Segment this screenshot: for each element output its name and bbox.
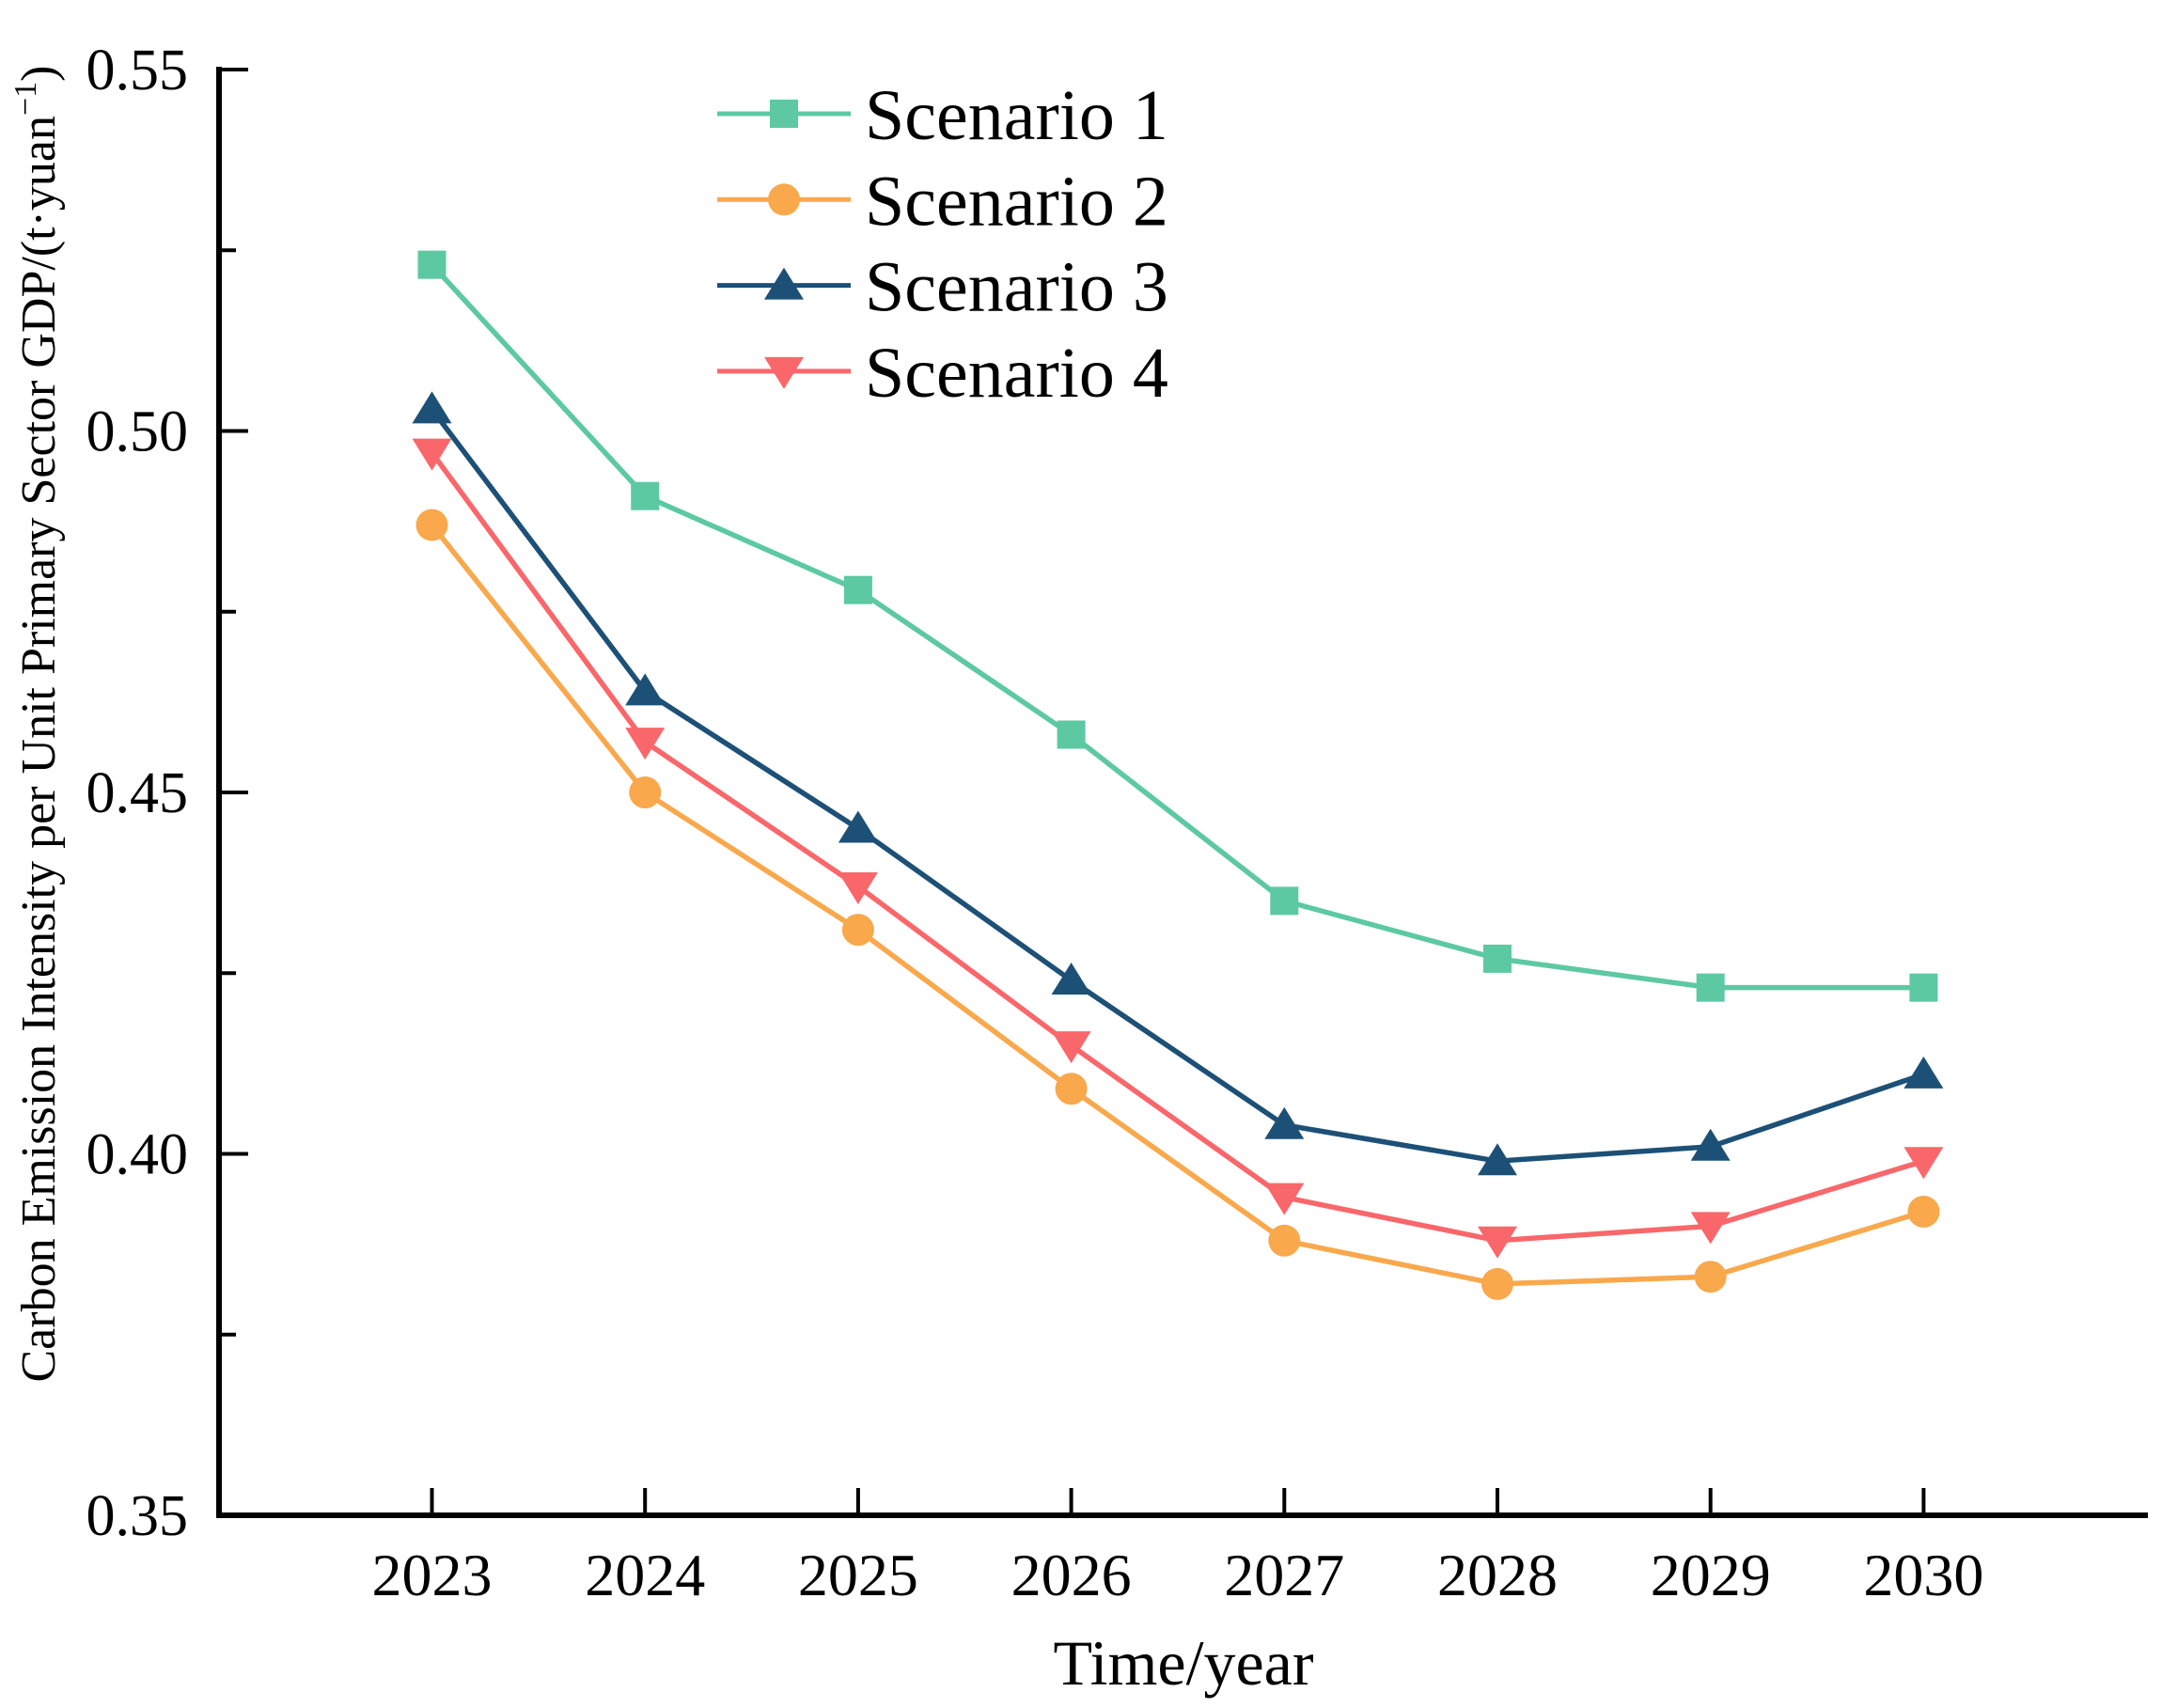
series-line-scenario-2: [429, 522, 1927, 1287]
marker-circle: [1481, 1267, 1513, 1300]
y-axis-title: Carbon Emission Intensity per Unit Prima…: [8, 66, 66, 1383]
y-tick-label: 0.55: [86, 39, 189, 102]
marker-circle: [1055, 1073, 1088, 1105]
marker-triangle-up: [1690, 1128, 1731, 1161]
series-scenario-1: [417, 250, 1938, 1002]
marker-square: [1483, 944, 1512, 973]
marker-square: [1270, 886, 1299, 916]
legend-label-scenario-1: Scenario 1: [865, 76, 1168, 155]
legend-label-scenario-4: Scenario 4: [865, 334, 1168, 413]
marker-triangle-down: [412, 438, 452, 471]
legend-item-scenario-1: Scenario 1: [717, 76, 1168, 155]
marker-triangle-up: [1264, 1106, 1305, 1139]
series-line-scenario-1: [429, 261, 1927, 991]
marker-square: [631, 481, 660, 510]
legend-marker-triangle-down-icon: [764, 356, 804, 389]
legend-label-scenario-2: Scenario 2: [865, 162, 1168, 241]
marker-square: [1696, 973, 1725, 1002]
x-tick-label: 2029: [1651, 1542, 1771, 1608]
marker-triangle-up: [838, 810, 878, 843]
y-axis-title-holder: Carbon Emission Intensity per Unit Prima…: [8, 66, 66, 1383]
series-scenario-4: [412, 438, 1944, 1259]
marker-circle: [1694, 1261, 1727, 1293]
marker-circle: [1268, 1224, 1301, 1257]
x-tick-label: 2023: [372, 1542, 493, 1608]
marker-triangle-down: [1051, 1031, 1091, 1064]
axes: 0.35 0.40 0.45 0.50 0.55 2023 2024 2025 2026 2027…: [86, 39, 2148, 1608]
marker-triangle-up: [1051, 962, 1091, 995]
marker-triangle-down: [1264, 1183, 1305, 1215]
marker-circle: [629, 776, 662, 808]
marker-triangle-down: [1904, 1147, 1944, 1180]
series-scenario-3: [412, 391, 1944, 1176]
x-tick-label: 2026: [1011, 1542, 1132, 1608]
legend-item-scenario-2: Scenario 2: [717, 162, 1168, 241]
legend-item-scenario-3: Scenario 3: [717, 248, 1168, 327]
series-line-scenario-4: [429, 449, 1927, 1244]
y-tick-label: 0.50: [86, 400, 189, 464]
marker-triangle-up: [625, 673, 666, 706]
marker-square: [1909, 973, 1938, 1002]
marker-circle: [841, 914, 874, 947]
marker-square: [417, 250, 446, 279]
marker-square: [1057, 720, 1086, 749]
series-group: [412, 250, 1944, 1300]
x-tick-label: 2027: [1224, 1542, 1344, 1608]
legend-item-scenario-4: Scenario 4: [717, 334, 1168, 413]
x-tick-label: 2028: [1437, 1542, 1558, 1608]
series-line-scenario-3: [429, 406, 1927, 1164]
legend-marker-circle-icon: [768, 183, 800, 216]
x-tick-label: 2024: [585, 1542, 705, 1608]
marker-triangle-down: [838, 871, 878, 904]
marker-triangle-down: [625, 728, 666, 760]
y-tick-label: 0.40: [86, 1123, 189, 1187]
y-tick-label: 0.45: [86, 761, 189, 825]
x-axis-title: Time/year: [1053, 1627, 1313, 1699]
legend-marker-square-icon: [770, 100, 798, 128]
marker-circle: [1907, 1196, 1940, 1229]
x-tick-label: 2025: [798, 1542, 918, 1608]
marker-circle: [415, 509, 448, 541]
marker-triangle-down: [1690, 1212, 1731, 1245]
y-tick-label: 0.35: [86, 1484, 189, 1548]
marker-triangle-up: [412, 391, 452, 424]
marker-triangle-down: [1478, 1226, 1517, 1259]
marker-triangle-up: [1478, 1143, 1517, 1176]
series-scenario-2: [415, 509, 1940, 1300]
marker-triangle-up: [1904, 1056, 1944, 1089]
x-tick-label: 2030: [1863, 1542, 1983, 1608]
marker-square: [843, 575, 872, 604]
legend-marker-triangle-up-icon: [764, 267, 804, 300]
legend-label-scenario-3: Scenario 3: [865, 248, 1168, 327]
